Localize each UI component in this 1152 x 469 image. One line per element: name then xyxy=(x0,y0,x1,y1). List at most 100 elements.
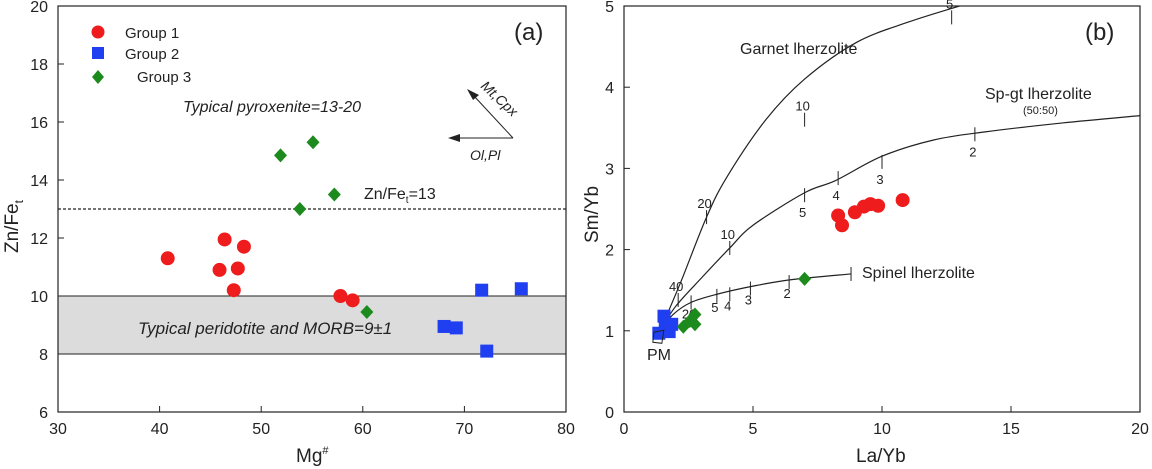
point-b-group1 xyxy=(871,198,886,213)
y-tick-label-b: 0 xyxy=(605,405,614,422)
panel-a-frame xyxy=(57,5,567,413)
point-b-group3 xyxy=(688,307,702,322)
arrow-mt-cpx xyxy=(473,95,514,139)
point-a-group3 xyxy=(327,187,341,202)
x-tick-label-a: 30 xyxy=(49,421,67,438)
curve-tick-label: 2 xyxy=(969,144,976,159)
point-a-group1 xyxy=(217,232,232,247)
legend-label-group3: Group 3 xyxy=(137,69,191,86)
panel-a-label: (a) xyxy=(514,19,543,46)
point-a-group1 xyxy=(160,251,175,266)
legend-marker-group1 xyxy=(91,25,105,39)
annotation-typical-pyroxenite: Typical pyroxenite=13-20 xyxy=(183,99,361,116)
point-a-group1 xyxy=(236,239,251,254)
curve-tick-label: 3 xyxy=(745,293,752,308)
panel-a-xlabel: Mg# xyxy=(296,445,329,467)
y-tick-label-a: 20 xyxy=(30,0,48,16)
point-a-group2 xyxy=(437,319,451,333)
point-a-group3 xyxy=(306,135,320,150)
x-tick-label-a: 40 xyxy=(151,421,169,438)
y-tick-label-b: 4 xyxy=(605,80,614,97)
point-a-group2 xyxy=(475,283,489,297)
panel-b-ylabel: Sm/Yb xyxy=(582,186,603,243)
arrow-label-mt-cpx: Mt,Cpx xyxy=(478,77,522,120)
panel-b-frame xyxy=(623,5,1141,413)
curve-tick-label: 4 xyxy=(833,188,840,203)
x-tick-label-b: 0 xyxy=(620,421,629,438)
point-a-group1 xyxy=(230,261,245,276)
annotation-reference-label: Zn/Fet=13 xyxy=(364,186,436,206)
panel-b-points xyxy=(652,193,910,340)
point-a-group3 xyxy=(274,148,288,163)
point-a-group2 xyxy=(449,321,463,335)
x-tick-label-a: 60 xyxy=(354,421,372,438)
point-b-group1 xyxy=(895,193,910,208)
curve-label-garnet: Garnet lherzolite xyxy=(740,41,857,58)
curve-tick-label: 10 xyxy=(795,99,809,114)
y-tick-label-a: 10 xyxy=(30,289,48,306)
arrow-mt-cpx-head xyxy=(467,89,479,100)
point-a-group2 xyxy=(480,344,494,358)
y-tick-label-b: 3 xyxy=(605,161,614,178)
panel-a-axes: 30 40 50 60 70 80 6 8 10 12 14 16 18 20 xyxy=(30,0,575,438)
x-tick-label-a: 50 xyxy=(252,421,270,438)
panel-a-ylabel: Zn/Fet xyxy=(2,199,26,253)
curve-tick-label: 40 xyxy=(669,279,683,294)
pm-label: PM xyxy=(647,347,671,364)
legend-label-group2: Group 2 xyxy=(125,46,179,63)
y-tick-label-b: 1 xyxy=(605,324,614,341)
annotation-band-label: Typical peridotite and MORB=9±1 xyxy=(138,319,392,338)
point-a-group3 xyxy=(293,202,307,216)
point-b-group3 xyxy=(688,317,702,332)
point-a-group2 xyxy=(514,282,528,296)
curve-label-sp-gt: Sp-gt lherzolite xyxy=(985,86,1092,103)
point-a-group3 xyxy=(360,304,374,319)
y-tick-label-a: 16 xyxy=(30,115,48,132)
legend-marker-group3 xyxy=(92,70,104,84)
curve-label-sp-gt-ratio: (50:50) xyxy=(1023,105,1058,117)
melting-curve-1 xyxy=(659,5,960,332)
x-tick-label-b: 5 xyxy=(749,421,758,438)
y-tick-label-a: 18 xyxy=(30,57,48,74)
x-tick-label-b: 10 xyxy=(873,421,891,438)
y-tick-label-a: 12 xyxy=(30,231,48,248)
panel-b-xlabel: La/Yb xyxy=(856,446,906,467)
x-tick-label-b: 15 xyxy=(1002,421,1020,438)
curve-tick-label: 10 xyxy=(721,227,735,242)
curve-tick-label: 3 xyxy=(876,172,883,187)
curve-tick-label: 20 xyxy=(697,196,711,211)
y-tick-label-a: 14 xyxy=(30,173,48,190)
point-a-group1 xyxy=(333,289,348,303)
x-tick-label-a: 70 xyxy=(456,421,474,438)
panel-a-band xyxy=(57,295,567,355)
panel-a-legend: Group 1 Group 2 Group 3 xyxy=(91,25,191,86)
curve-tick-label: 5 xyxy=(799,205,806,220)
point-b-group3 xyxy=(798,271,812,286)
panel-a-points xyxy=(160,135,528,358)
curve-tick-label: 5 xyxy=(711,300,718,315)
x-tick-label-b: 20 xyxy=(1131,421,1149,438)
panel-b-label: (b) xyxy=(1085,19,1114,46)
process-arrows: Mt,Cpx Ol,Pl xyxy=(448,77,522,163)
legend-label-group1: Group 1 xyxy=(125,25,179,42)
curve-tick-label: 2 xyxy=(784,286,791,301)
curve-label-spinel: Spinel lherzolite xyxy=(862,265,975,282)
arrow-label-ol-pl: Ol,Pl xyxy=(470,147,501,163)
x-tick-label-a: 80 xyxy=(557,421,575,438)
panel-a: 30 40 50 60 70 80 6 8 10 12 14 16 18 20 (a) Group 1 G… xyxy=(2,0,575,467)
legend-marker-group2 xyxy=(92,47,104,59)
point-a-group1 xyxy=(226,283,241,298)
arrow-ol-pl-head xyxy=(448,134,460,142)
y-tick-label-a: 8 xyxy=(39,347,48,364)
point-a-group1 xyxy=(345,293,360,308)
y-tick-label-a: 6 xyxy=(39,405,48,422)
point-a-group1 xyxy=(212,262,227,277)
curve-tick-label: 4 xyxy=(724,298,731,313)
point-b-group1 xyxy=(835,218,850,233)
point-b-group2 xyxy=(665,317,679,331)
melting-curve-2 xyxy=(659,115,1141,332)
pm-marker xyxy=(652,329,665,344)
